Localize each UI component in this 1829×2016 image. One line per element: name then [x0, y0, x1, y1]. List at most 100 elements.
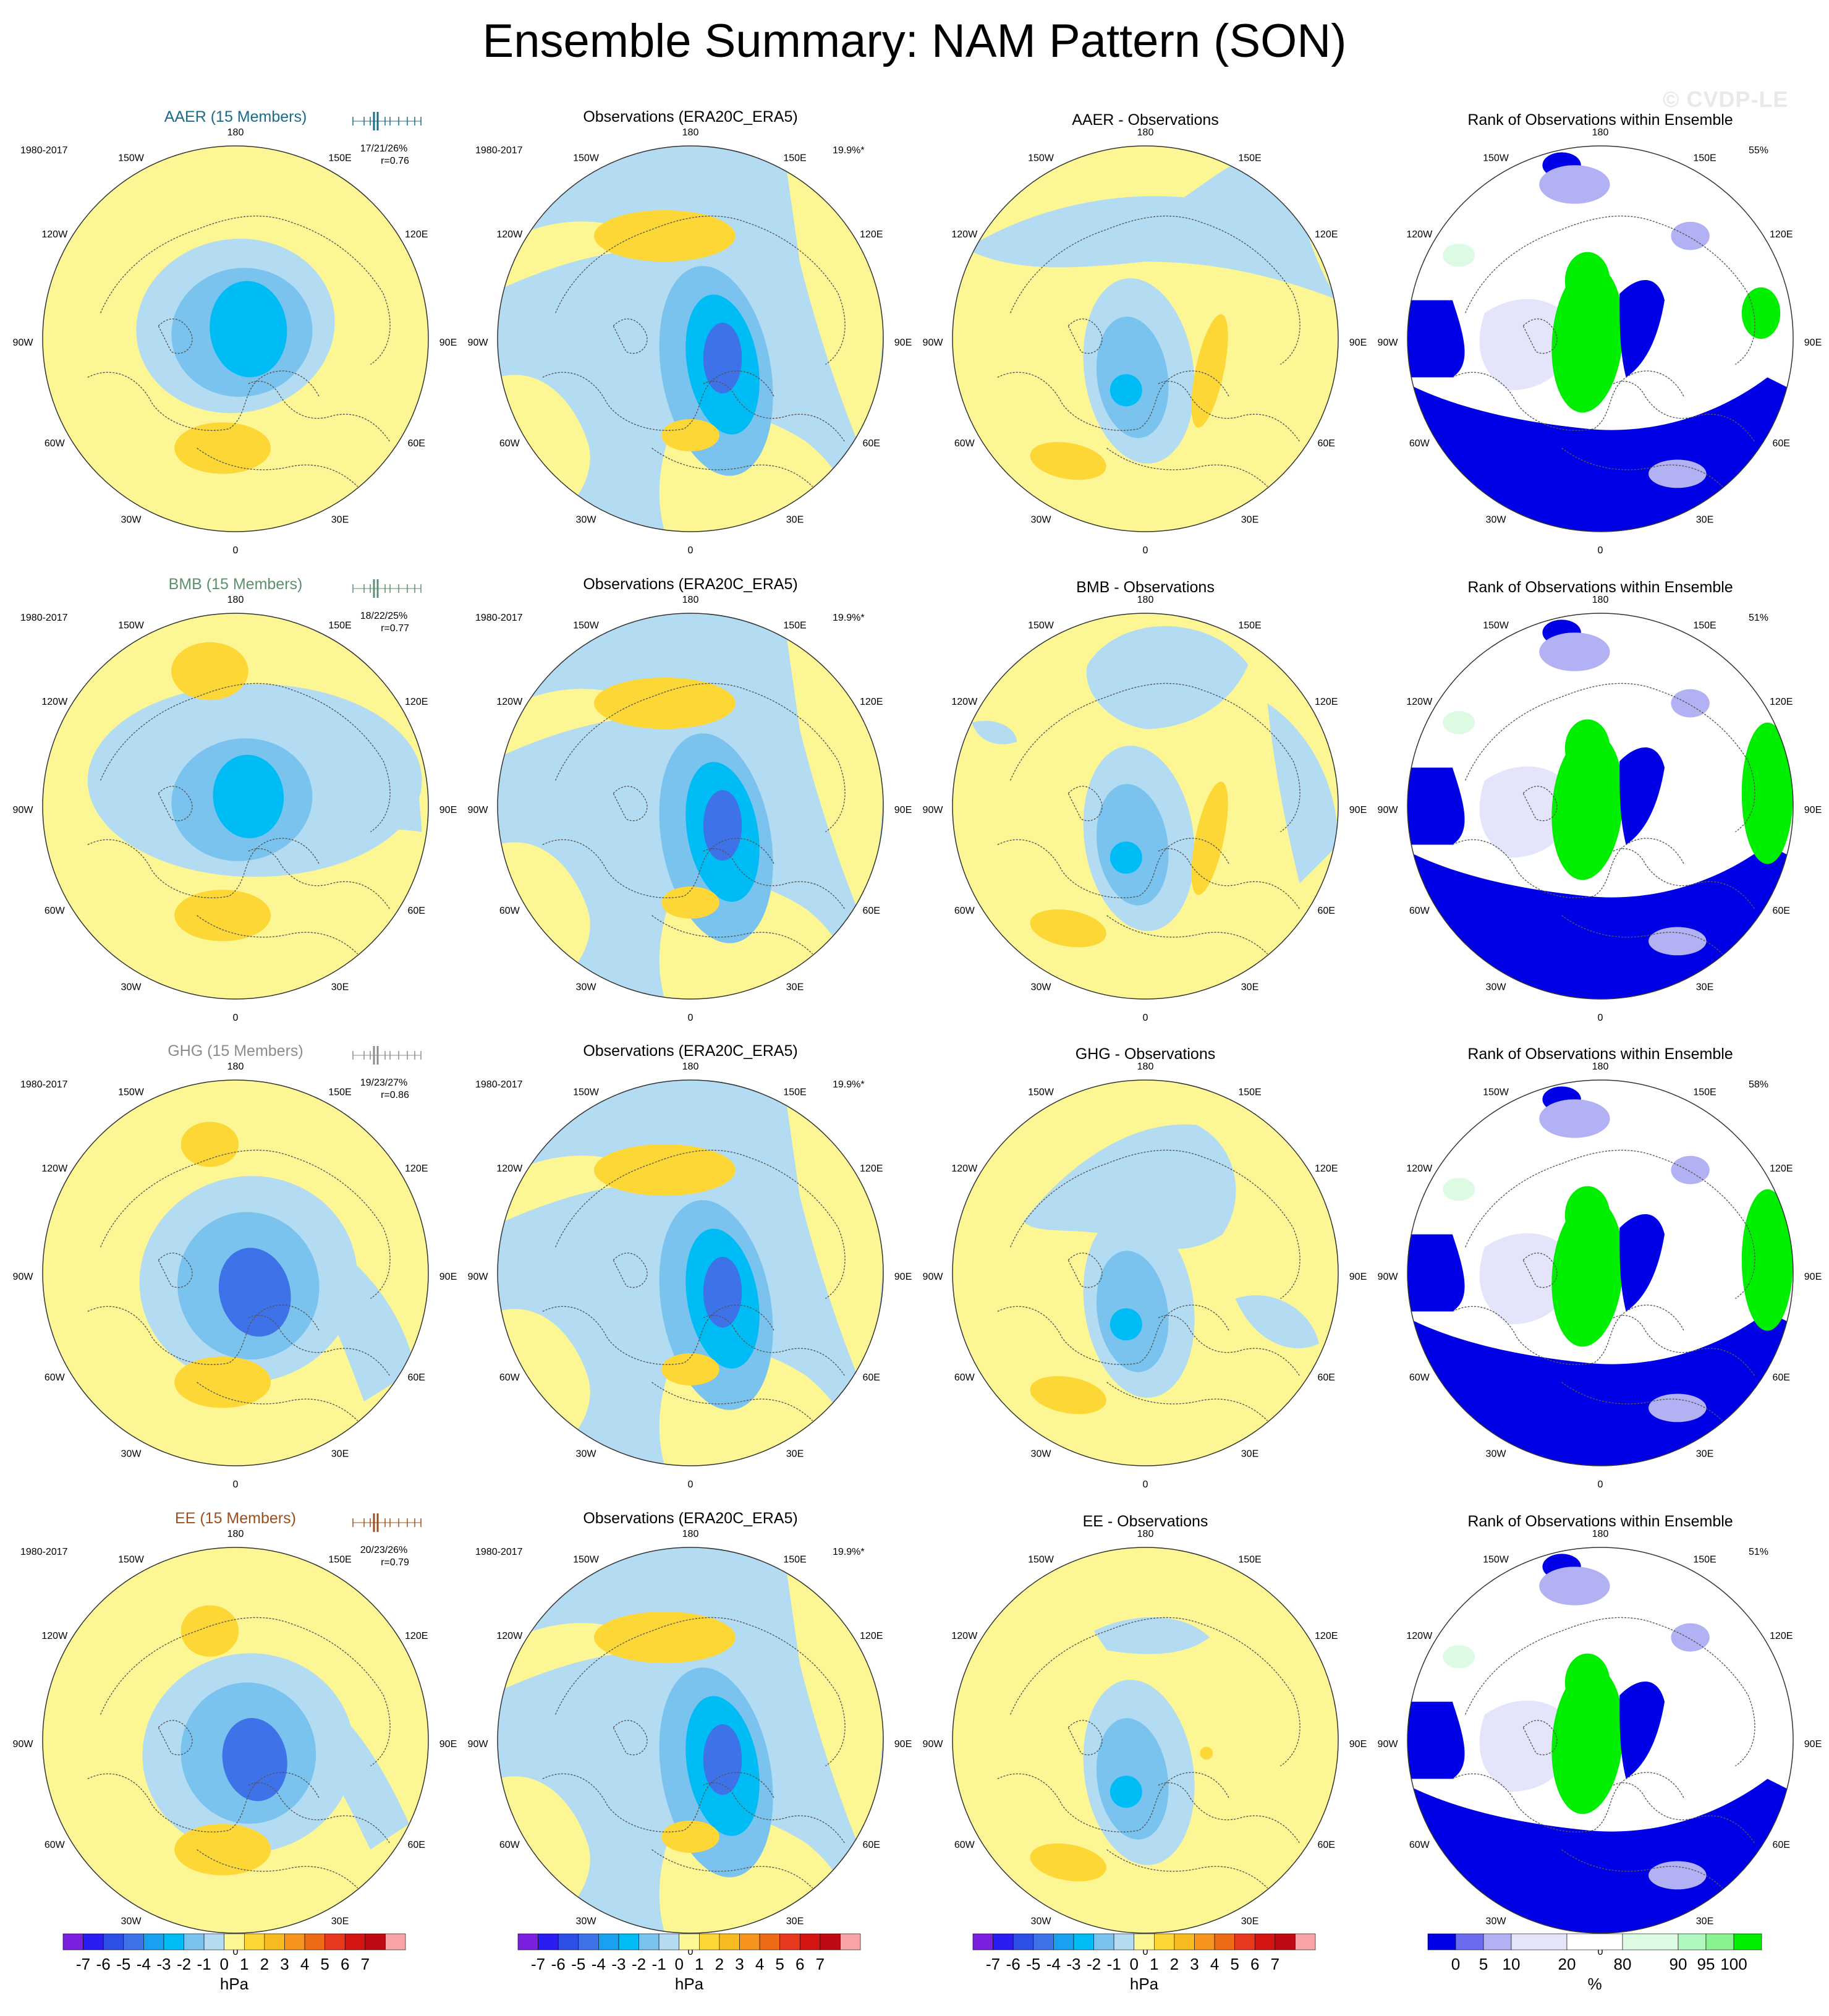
period-label: 1980-2017	[20, 1547, 68, 1557]
longitude-label: 150W	[1028, 1087, 1055, 1097]
pattern-blob	[1030, 1843, 1106, 1882]
colorbar-tick-label: 1	[695, 1955, 703, 1973]
longitude-label: 120W	[1406, 697, 1433, 707]
colorbar-swatch	[123, 1933, 144, 1950]
coastline	[1613, 1782, 1755, 1844]
colorbar-swatch	[1275, 1933, 1296, 1950]
longitude-label: 150E	[1238, 1087, 1261, 1097]
pattern-blob	[965, 155, 1338, 300]
map-border	[497, 1079, 884, 1466]
coastline	[100, 683, 391, 833]
pattern-blob	[1649, 927, 1707, 956]
longitude-label: 120W	[41, 229, 68, 240]
colorbar-swatch	[639, 1933, 660, 1950]
panel-title: Rank of Observations within Ensemble	[1467, 1045, 1733, 1063]
coastline	[542, 838, 774, 898]
colorbar-tick-label: 2	[260, 1955, 269, 1973]
coastline	[554, 1617, 846, 1767]
longitude-label: 120W	[951, 1631, 978, 1641]
pattern-stats: 18/22/25%	[360, 611, 408, 621]
colorbar-tick-label: 1	[1150, 1955, 1158, 1973]
longitude-label: 150W	[1483, 620, 1509, 631]
map-border	[497, 145, 884, 532]
colorbar-swatch	[1033, 1933, 1054, 1950]
pattern-blob	[1649, 1393, 1707, 1423]
coastline	[1067, 786, 1103, 822]
longitude-label: 150W	[573, 620, 600, 631]
pattern-blob	[1479, 766, 1575, 858]
longitude-label: 120E	[1770, 1163, 1793, 1174]
colorbar-swatch	[739, 1933, 760, 1950]
longitude-label: 30E	[786, 982, 804, 993]
coastline	[248, 381, 391, 442]
longitude-label: 60E	[1317, 1372, 1335, 1383]
longitude-label: 150W	[118, 620, 145, 631]
colorbar-tick-label: 4	[1210, 1955, 1219, 1973]
pattern-blob	[293, 1688, 409, 1850]
colorbar-tick-label: 6	[796, 1955, 804, 1973]
pattern-stats: 19/23/27%	[360, 1078, 408, 1088]
coastline	[703, 1782, 846, 1844]
pattern-blob	[174, 422, 271, 474]
rank-percent: 58%	[1749, 1079, 1768, 1090]
longitude-label: 180	[682, 127, 699, 138]
colorbar-swatch	[1254, 1933, 1276, 1950]
colorbar-swatch	[698, 1933, 720, 1950]
longitude-label: 30E	[331, 1916, 349, 1927]
longitude-label: 30W	[1486, 1449, 1507, 1460]
variance-explained: 19.9%*	[833, 613, 865, 623]
longitude-label: 120E	[860, 1163, 883, 1174]
map-border	[1407, 1547, 1794, 1934]
longitude-label: 180	[682, 1061, 699, 1072]
colorbar-tick-label: 6	[1250, 1955, 1259, 1973]
colorbar-swatch	[284, 1933, 305, 1950]
panel-title: Observations (ERA20C_ERA5)	[583, 1510, 797, 1527]
colorbar-swatch	[1113, 1933, 1135, 1950]
watermark: © CVDP-LE	[1663, 87, 1789, 112]
map-pattern	[953, 1547, 1338, 1933]
longitude-label: 90W	[1378, 338, 1399, 348]
pattern-blob	[1564, 719, 1610, 778]
colorbar-swatch	[163, 1933, 184, 1950]
longitude-label: 150W	[1028, 1554, 1055, 1565]
colorbar-swatch	[304, 1933, 325, 1950]
coastline	[1009, 683, 1301, 833]
longitude-label: 30E	[331, 1449, 349, 1460]
colorbar-tick-label: -1	[652, 1955, 666, 1973]
longitude-label: 60W	[1409, 1840, 1430, 1850]
colorbar-tick-label: 1	[240, 1955, 248, 1973]
pattern-blob	[306, 1234, 416, 1401]
longitude-label: 60E	[1772, 1840, 1789, 1850]
map-border	[952, 613, 1339, 1000]
map-border	[952, 1079, 1339, 1466]
longitude-label: 60W	[499, 438, 520, 449]
pattern-blob	[1407, 1701, 1465, 1779]
pattern-blob	[1479, 1233, 1575, 1325]
colorbar-tick-label: -7	[531, 1955, 545, 1973]
coastline	[651, 1849, 813, 1889]
coastline	[1452, 1304, 1684, 1365]
coastline	[613, 786, 648, 822]
period-label: 1980-2017	[475, 145, 523, 156]
pattern-blob	[1407, 300, 1465, 378]
longitude-label: 60W	[45, 438, 66, 449]
longitude-label: 30E	[1696, 1916, 1713, 1927]
colorbar-tick-label: 5	[320, 1955, 329, 1973]
longitude-label: 120E	[405, 229, 428, 240]
coastline	[1464, 1617, 1755, 1767]
longitude-label: 150E	[783, 1087, 806, 1097]
coastline	[1522, 1720, 1558, 1756]
longitude-label: 60E	[1772, 1372, 1789, 1383]
colorbar-tick-label: 0	[674, 1955, 683, 1973]
pattern-blob	[1110, 841, 1142, 874]
coastline	[1106, 1382, 1268, 1421]
colorbar-tick-label: -7	[986, 1955, 1000, 1973]
map-fill	[498, 1080, 883, 1466]
map-panel: 180 150E 120E 90E 60E 30E 0 30W 60W 90W 120W 150W AA…	[13, 108, 457, 556]
longitude-label: 0	[233, 1013, 239, 1023]
colorbar-swatch	[103, 1933, 124, 1950]
coastline	[248, 848, 391, 909]
map-fill	[1407, 1547, 1793, 1933]
longitude-label: 30W	[576, 1449, 597, 1460]
longitude-label: 30W	[1031, 1916, 1052, 1927]
